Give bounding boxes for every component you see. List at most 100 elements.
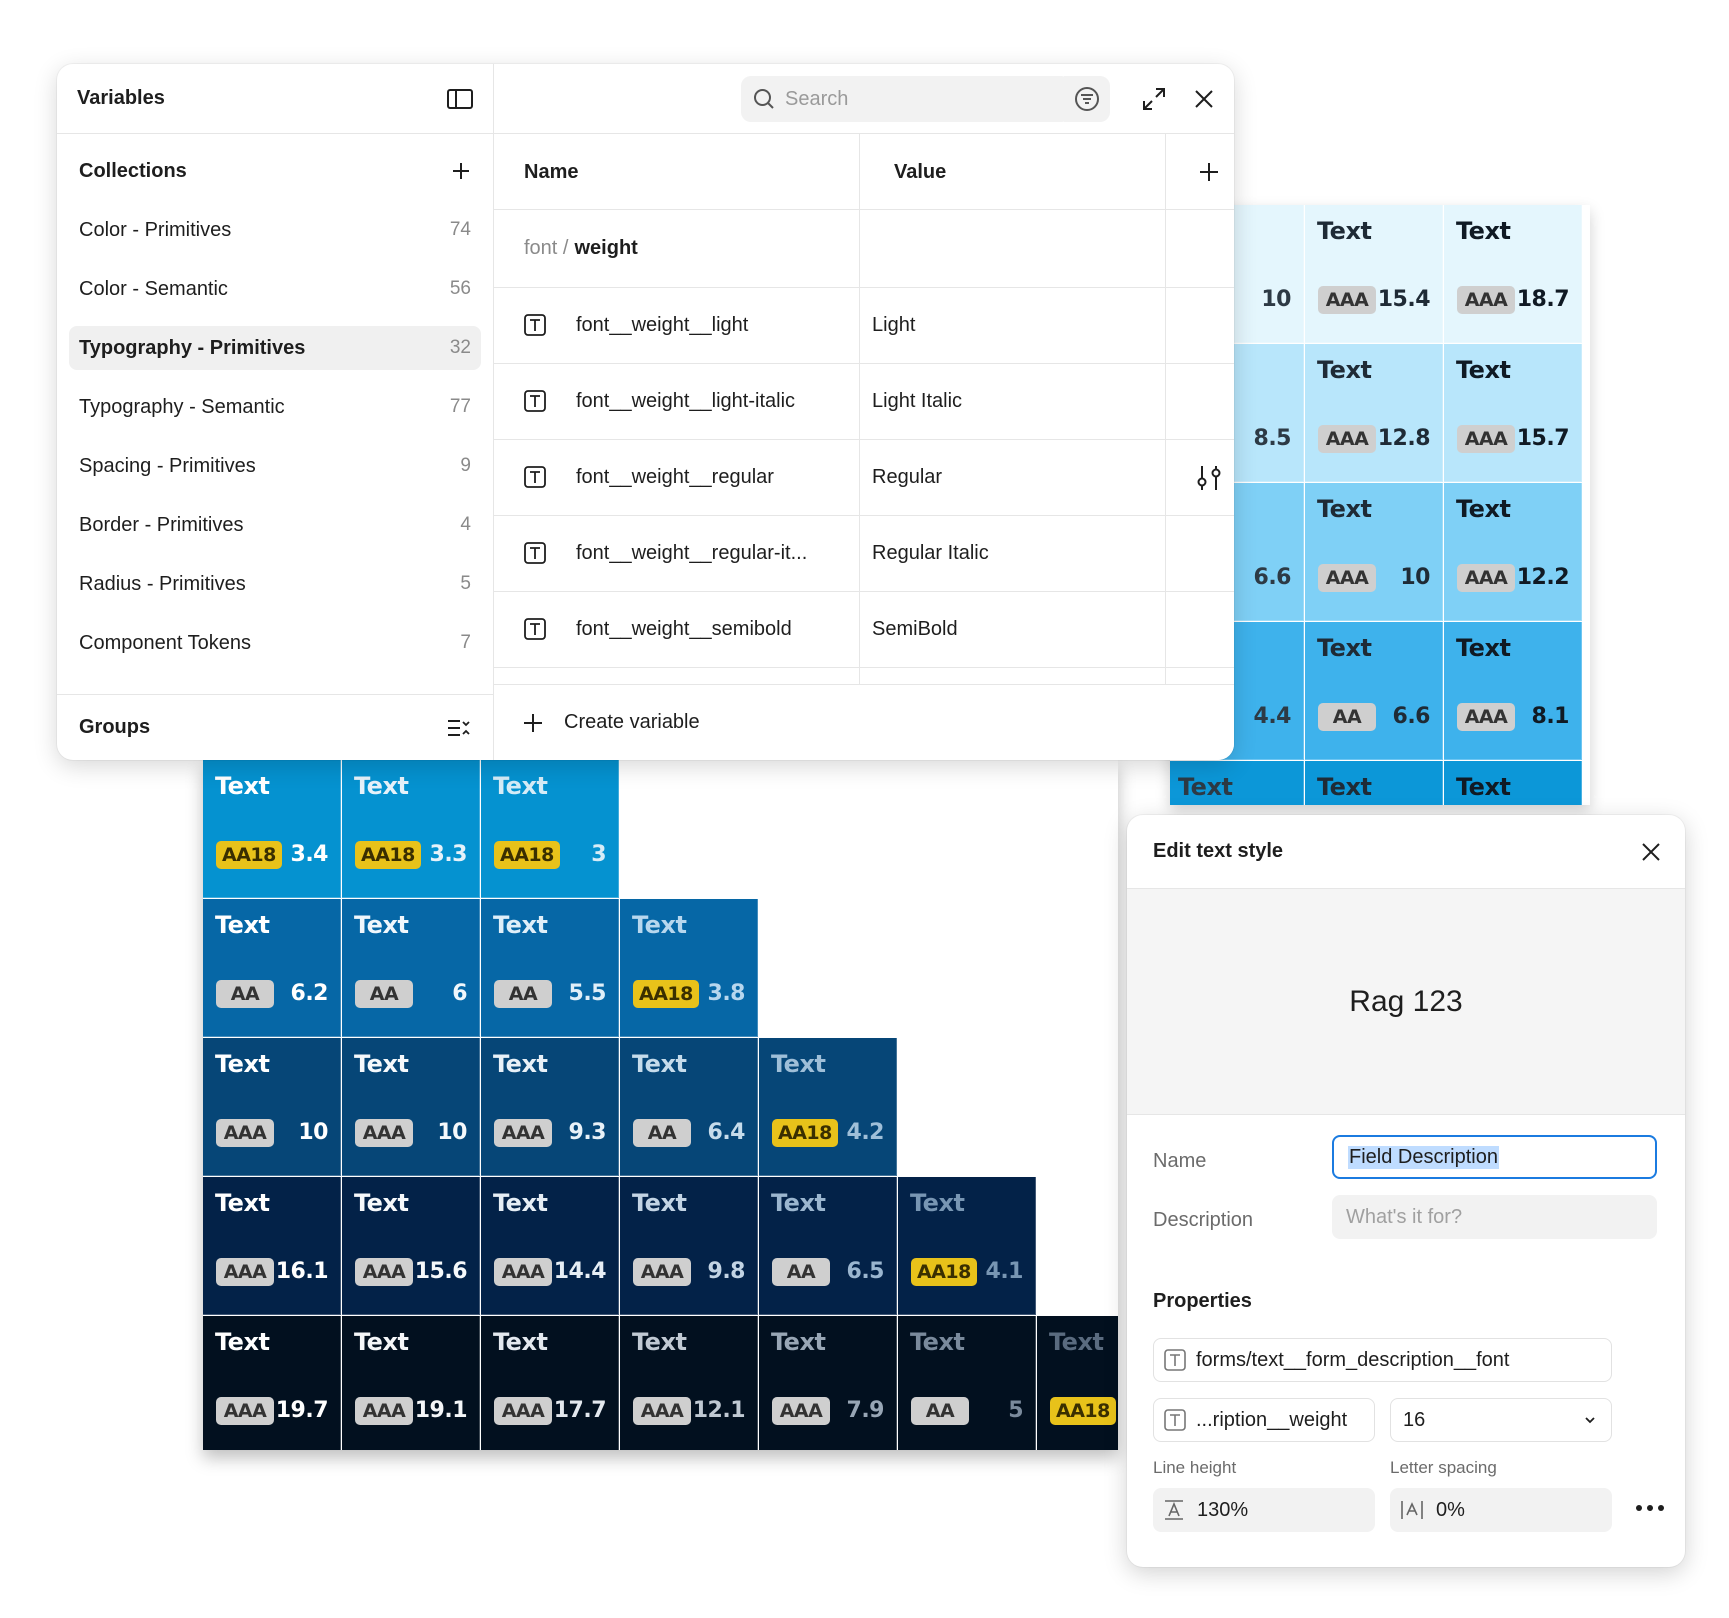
contrast-sample-text: Text (632, 911, 687, 939)
variable-row[interactable]: font__weight__light-italic Light Italic (494, 364, 1234, 440)
font-family-field[interactable]: forms/text__form_description__font (1153, 1338, 1612, 1382)
variable-name[interactable]: font__weight__light (576, 314, 749, 336)
line-height-field[interactable]: 130% (1153, 1488, 1375, 1532)
contrast-cell: Text AAA 10 (1305, 483, 1443, 621)
contrast-ratio-value: 6.6 (1392, 704, 1431, 729)
variables-title: Variables (77, 87, 165, 109)
contrast-sample-text: Text (493, 911, 548, 939)
font-size-select[interactable]: 16 (1390, 1398, 1612, 1442)
contrast-ratio-value: 19.1 (414, 1398, 468, 1423)
contrast-cell: Text AAA 15.6 (342, 1177, 480, 1315)
description-placeholder: What's it for? (1346, 1205, 1463, 1228)
collection-item[interactable]: Color - Primitives 74 (69, 208, 481, 252)
variable-value[interactable]: Light Italic (872, 390, 963, 412)
letter-spacing-label: Letter spacing (1390, 1458, 1497, 1477)
variable-row[interactable]: font__weight__regular Regular (494, 440, 1234, 516)
contrast-rating-badge: AA18 (911, 1258, 977, 1286)
variable-row[interactable]: font__weight__light Light (494, 288, 1234, 364)
variable-value[interactable]: Regular (872, 466, 943, 488)
contrast-ratio-value: 6 (452, 981, 467, 1006)
contrast-rating-badge: AA (911, 1397, 969, 1425)
name-field[interactable]: Field Description (1332, 1135, 1657, 1179)
group-path-prefix: font / (524, 237, 569, 259)
column-divider (859, 134, 860, 690)
contrast-cell: Text AA 6.4 (620, 1038, 758, 1176)
contrast-ratio-value: 3.4 (290, 842, 329, 867)
variable-value[interactable]: SemiBold (872, 618, 958, 640)
contrast-cell: Text AA 6.2 (203, 899, 341, 1037)
create-variable-button[interactable]: Create variable (494, 684, 1234, 760)
variable-name[interactable]: font__weight__regular (576, 466, 774, 488)
contrast-sample-text: Text (910, 1328, 965, 1356)
collections-sidebar: Variables Collections Color - Primitives… (57, 64, 494, 760)
contrast-ratio-value: 5 (1008, 1398, 1023, 1423)
contrast-cell: Text AAA 19.7 (203, 1316, 341, 1450)
contrast-ratio-value: 16.1 (275, 1259, 329, 1284)
collection-count: 5 (460, 573, 471, 594)
contrast-rating-badge: AA18 (633, 980, 699, 1008)
contrast-rating-badge: AAA (216, 1119, 274, 1147)
collection-item[interactable]: Spacing - Primitives 9 (69, 444, 481, 488)
edit-text-style-panel: Edit text style Rag 123 Name Field Descr… (1127, 815, 1685, 1567)
variable-name[interactable]: font__weight__light-italic (576, 390, 796, 412)
contrast-cell: Text AAA 10 (203, 1038, 341, 1176)
variable-row[interactable]: font__weight__regular-it... Regular Ital… (494, 516, 1234, 592)
search-input[interactable]: Search (741, 76, 1071, 122)
contrast-sample-text: Text (215, 911, 270, 939)
contrast-cell: Text AAA 15.4 (1305, 205, 1443, 343)
group-path-current: weight (574, 237, 638, 259)
variable-value[interactable]: Regular Italic (872, 542, 989, 564)
contrast-rating-badge: AA18 (355, 841, 421, 869)
collapse-groups-icon[interactable] (447, 718, 471, 738)
contrast-rating-badge: AAA (1318, 286, 1376, 314)
contrast-cell: Text AAA 9.3 (481, 1038, 619, 1176)
collection-item[interactable]: Component Tokens 7 (69, 621, 481, 665)
collections-list: Color - Primitives 74 Color - Semantic 5… (57, 208, 493, 665)
variable-name[interactable]: font__weight__regular-it... (576, 542, 808, 564)
variable-row[interactable]: font__weight__semibold SemiBold (494, 592, 1234, 668)
variable-value[interactable]: Light (872, 314, 916, 336)
collection-item[interactable]: Typography - Semantic 77 (69, 385, 481, 429)
collection-count: 4 (460, 514, 471, 535)
contrast-sample-text: Text (215, 1050, 270, 1078)
name-label: Name (1153, 1150, 1207, 1172)
variables-header: Variables (57, 64, 493, 134)
collection-item[interactable]: Radius - Primitives 5 (69, 562, 481, 606)
add-collection-icon[interactable] (451, 161, 471, 181)
close-edit-button[interactable] (1641, 842, 1661, 862)
contrast-sample-text: Text (354, 1328, 409, 1356)
contrast-rating-badge: AA (216, 980, 274, 1008)
letter-spacing-field[interactable]: 0% (1390, 1488, 1612, 1532)
contrast-ratio-value: 12.1 (692, 1398, 746, 1423)
collection-item[interactable]: Border - Primitives 4 (69, 503, 481, 547)
description-field[interactable]: What's it for? (1332, 1195, 1657, 1239)
add-mode-button[interactable] (1191, 154, 1227, 190)
contrast-ratio-value: 8.5 (1253, 426, 1292, 451)
contrast-sample-text: Text (215, 1189, 270, 1217)
sidebar-toggle-icon[interactable] (447, 88, 473, 109)
collection-item[interactable]: Color - Semantic 56 (69, 267, 481, 311)
line-height-label: Line height (1153, 1458, 1237, 1477)
contrast-rating-badge: AA18 (216, 841, 282, 869)
expand-button[interactable] (1136, 81, 1172, 117)
contrast-cell: Text AA18 (1037, 1316, 1118, 1450)
more-options-icon[interactable] (1635, 1503, 1665, 1513)
filter-button[interactable] (1064, 76, 1110, 122)
contrast-cell: Text AA18 4.1 (898, 1177, 1036, 1315)
close-variables-button[interactable] (1186, 81, 1222, 117)
collection-count: 32 (449, 337, 471, 358)
edit-variable-button[interactable] (1191, 460, 1227, 496)
contrast-sample-text: Text (771, 1050, 826, 1078)
font-weight-field[interactable]: ...ription__weight (1153, 1398, 1375, 1442)
contrast-sample-text: Text (215, 772, 270, 800)
variable-name[interactable]: font__weight__semibold (576, 618, 792, 640)
collection-item-active[interactable]: Typography - Primitives 32 (69, 326, 481, 370)
contrast-rating-badge: AAA (1457, 425, 1515, 453)
contrast-rating-badge: AAA (1457, 703, 1515, 731)
contrast-cell: Text AAA 19.1 (342, 1316, 480, 1450)
letter-spacing-value: 0% (1436, 1498, 1465, 1521)
contrast-cell: Text AA18 3 (481, 760, 619, 898)
contrast-sample-text: Text (1456, 217, 1511, 245)
contrast-cell: Text (1305, 761, 1443, 805)
variables-panel: Variables Collections Color - Primitives… (57, 64, 1234, 760)
